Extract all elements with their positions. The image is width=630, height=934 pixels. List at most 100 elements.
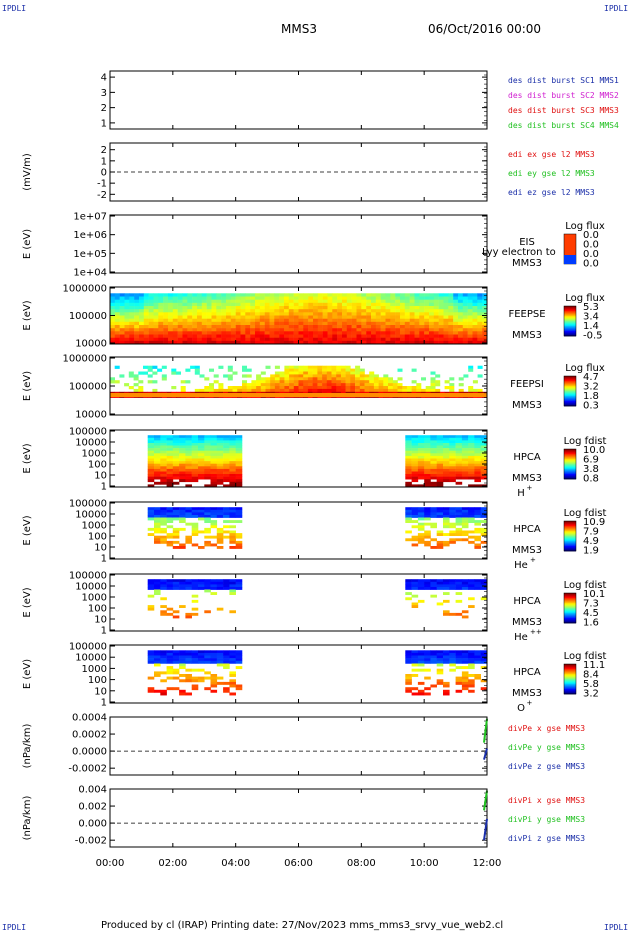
colorbar-segment bbox=[564, 399, 576, 402]
hpca-cell bbox=[147, 652, 155, 656]
feepsi-cell bbox=[317, 368, 323, 372]
feepse-cell bbox=[303, 302, 309, 307]
hpca-cell bbox=[204, 660, 211, 664]
y-tick-label: 1000 bbox=[82, 521, 107, 532]
feepse-cell bbox=[245, 306, 251, 310]
feepse-cell bbox=[419, 299, 425, 304]
feepse-cell bbox=[346, 328, 352, 332]
feepse-cell bbox=[163, 337, 169, 342]
hpca-cell bbox=[424, 437, 431, 441]
hpca-cell bbox=[417, 535, 425, 539]
feepsi-cell bbox=[199, 388, 205, 393]
feepse-cell bbox=[255, 331, 261, 335]
hpca-cell bbox=[223, 663, 230, 667]
feepse-cell bbox=[400, 306, 406, 310]
feepse-cell bbox=[433, 325, 439, 329]
feepse-cell bbox=[424, 331, 430, 335]
feepsi-cell bbox=[194, 388, 200, 393]
hpca-cell bbox=[160, 612, 167, 616]
feepse-cell bbox=[264, 306, 270, 310]
hpca-cell bbox=[179, 443, 186, 446]
feepsi-cell bbox=[312, 371, 318, 375]
feepse-cell bbox=[124, 331, 130, 335]
feepsi-cell bbox=[227, 374, 233, 378]
colorbar-segment bbox=[564, 402, 576, 404]
feepse-cell bbox=[317, 334, 323, 338]
y-tick-label: 0.000 bbox=[78, 819, 107, 830]
hpca-cell bbox=[185, 437, 192, 441]
feepse-cell bbox=[298, 302, 304, 307]
hpca-cell bbox=[185, 461, 192, 464]
hpca-cell bbox=[223, 455, 230, 459]
feepse-cell bbox=[206, 340, 212, 345]
feepse-cell bbox=[467, 309, 473, 313]
feepse-cell bbox=[308, 328, 314, 332]
feepse-cell bbox=[158, 302, 164, 307]
feepse-cell bbox=[385, 296, 391, 300]
feepsi-cell bbox=[355, 383, 361, 387]
feepse-cell bbox=[346, 340, 352, 345]
hpca-cell bbox=[179, 455, 186, 459]
feepsi-cell bbox=[218, 388, 224, 393]
feepsi-cell bbox=[147, 374, 153, 378]
hpca-cell bbox=[461, 437, 469, 441]
hpca-cell bbox=[474, 509, 481, 513]
feepse-cell bbox=[119, 331, 125, 335]
hpca-cell bbox=[147, 650, 155, 654]
hpca-cell bbox=[216, 676, 224, 680]
hpca-cell bbox=[468, 520, 475, 523]
feepse-cell bbox=[182, 331, 188, 335]
colorbar-tick-label: 3.4 bbox=[583, 312, 599, 323]
colorbar-segment bbox=[564, 606, 576, 609]
hpca-cell bbox=[474, 484, 481, 488]
feepsi-cell bbox=[331, 383, 337, 387]
feepse-cell bbox=[158, 328, 164, 332]
hpca-cell bbox=[179, 512, 186, 516]
feepse-cell bbox=[288, 321, 294, 326]
feepse-cell bbox=[240, 337, 246, 342]
hpca-cell bbox=[204, 517, 211, 521]
hpca-cell bbox=[154, 589, 161, 593]
feepse-cell bbox=[400, 340, 406, 345]
hpca-cell bbox=[468, 453, 475, 457]
hpca-cell bbox=[185, 512, 192, 516]
feepsi-cell bbox=[303, 365, 309, 369]
hpca-cell bbox=[185, 463, 192, 467]
feepse-cell bbox=[317, 306, 323, 310]
feepse-cell bbox=[380, 337, 386, 342]
hpca-cell bbox=[160, 517, 167, 521]
feepse-cell bbox=[477, 296, 483, 300]
feepse-cell bbox=[390, 340, 396, 345]
hpca-cell bbox=[166, 463, 174, 467]
hpca-cell bbox=[474, 479, 481, 483]
feepse-cell bbox=[245, 309, 251, 313]
feepse-cell bbox=[250, 296, 256, 300]
feepsi-cell bbox=[227, 388, 233, 393]
hpca-cell bbox=[480, 658, 488, 662]
hpca-cell bbox=[405, 658, 412, 662]
feepse-cell bbox=[264, 321, 270, 326]
feepsi-cell bbox=[383, 374, 389, 378]
feepse-cell bbox=[458, 306, 464, 310]
series-line bbox=[483, 818, 488, 841]
y-tick-label: 10000 bbox=[75, 438, 107, 449]
feepse-cell bbox=[139, 312, 145, 316]
feepse-cell bbox=[114, 312, 120, 316]
hpca-cell bbox=[185, 538, 192, 542]
feepse-cell bbox=[230, 325, 236, 329]
hpca-cell bbox=[147, 437, 155, 441]
hpca-cell bbox=[179, 461, 186, 464]
hpca-cell bbox=[166, 660, 174, 664]
feepse-cell bbox=[259, 293, 265, 297]
colorbar-segment bbox=[564, 378, 576, 381]
feepse-cell bbox=[230, 318, 236, 323]
species-label: He bbox=[514, 632, 528, 643]
corner-label-top-left: IPDLI bbox=[2, 4, 27, 13]
hpca-cell bbox=[147, 527, 155, 531]
feepsi-cell bbox=[350, 374, 356, 378]
hpca-cell bbox=[198, 650, 205, 654]
feepse-cell bbox=[288, 318, 294, 323]
feepse-cell bbox=[346, 312, 352, 316]
feepse-cell bbox=[298, 337, 304, 342]
hpca-cell bbox=[480, 450, 488, 454]
